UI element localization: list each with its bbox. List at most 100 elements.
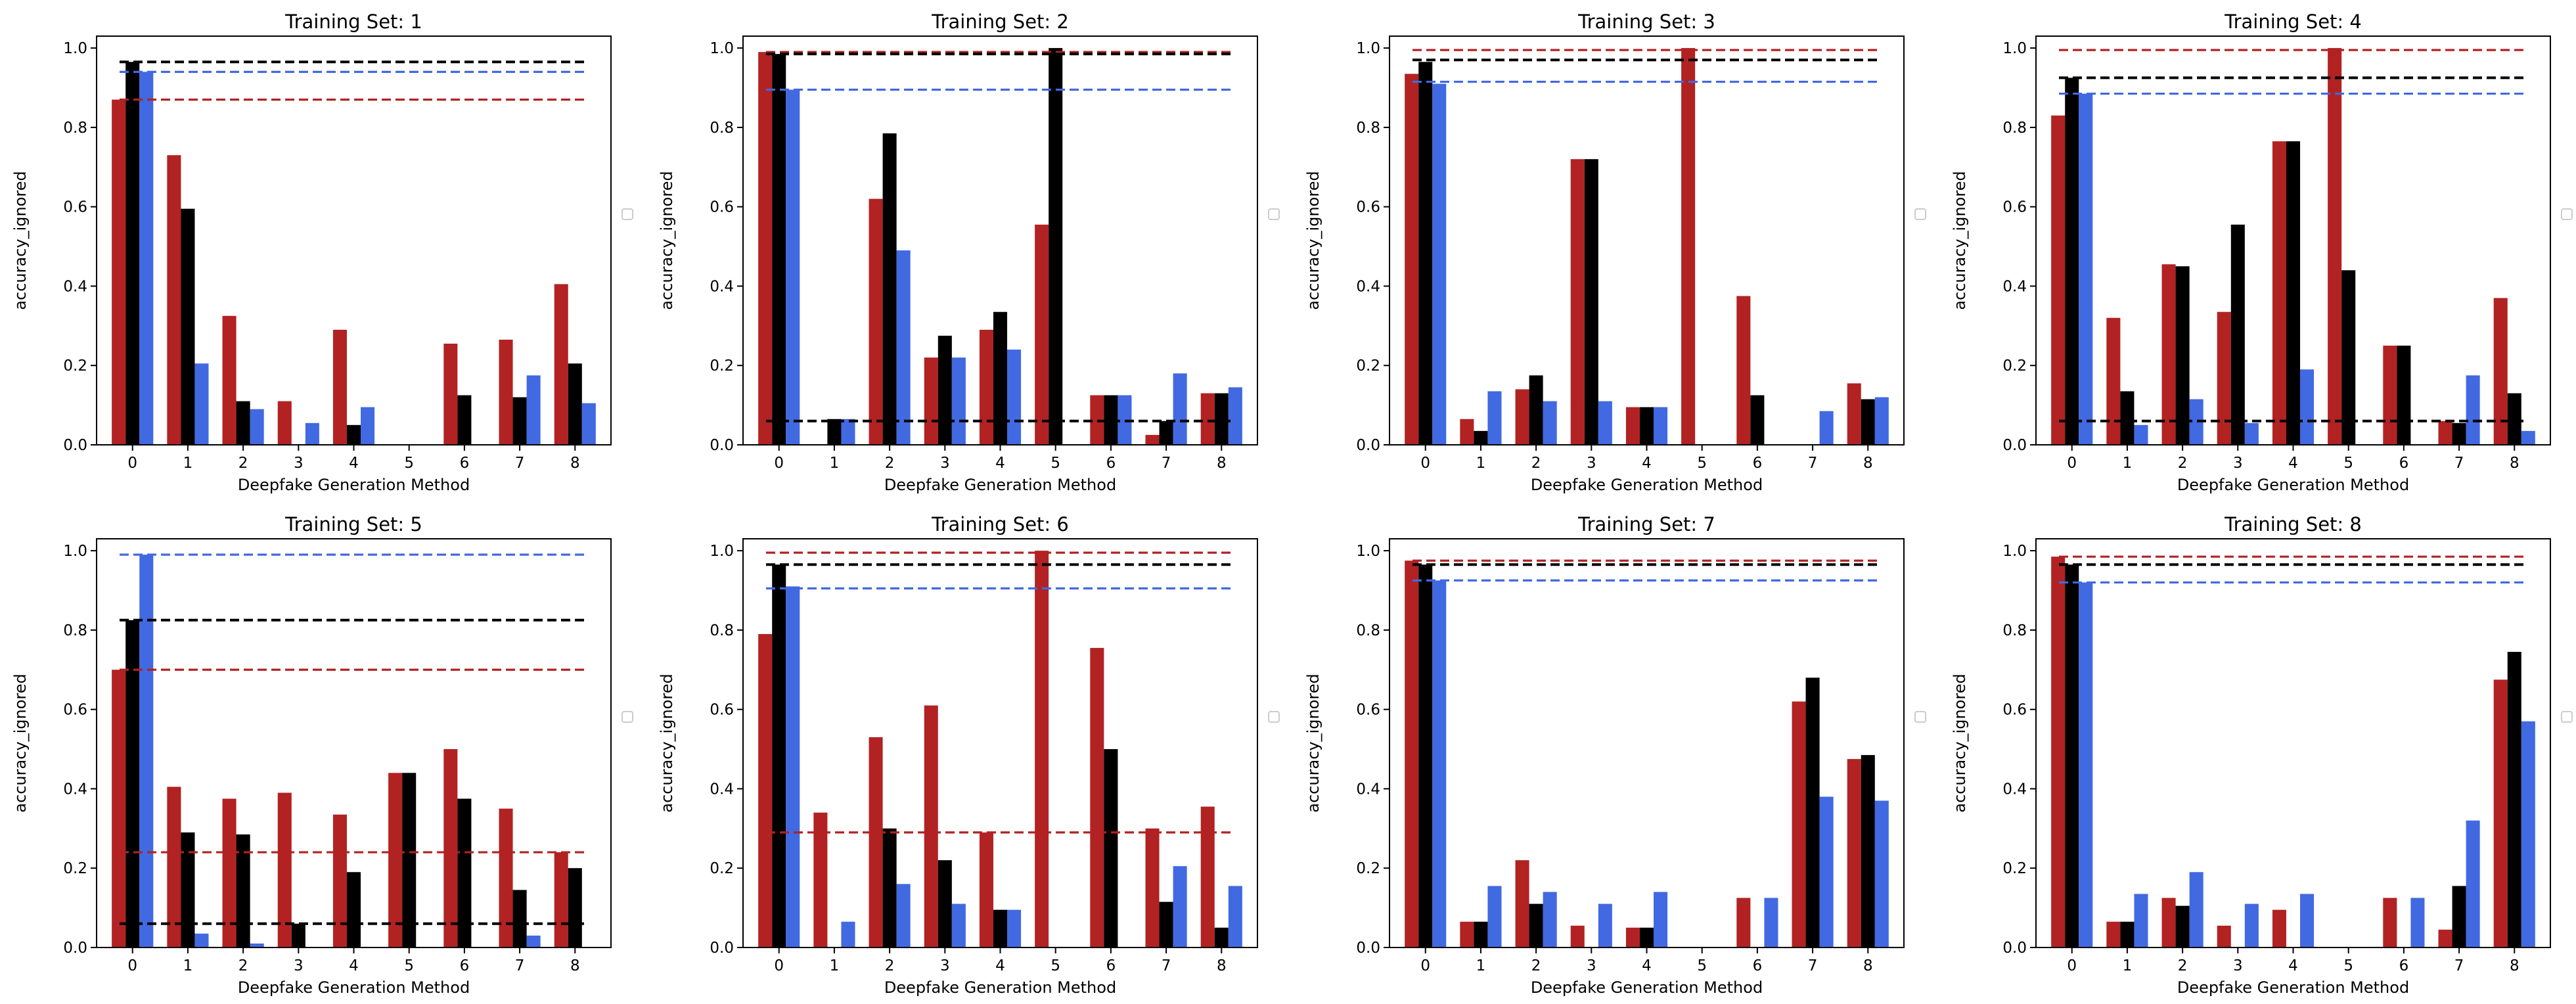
x-tick-label: 6 [2399,455,2409,472]
bar-black-0 [772,54,786,445]
y-tick-label: 0.4 [710,781,734,798]
chart-panel-8: 0.0 0.2 0.4 0.6 0.8 1.0 0 1 2 3 4 5 6 7 8 Training Set:… [1951,513,2573,997]
x-tick-label: 2 [1531,455,1541,472]
bar-black-8 [2507,652,2521,947]
x-tick-label: 2 [2178,455,2188,472]
bar-red-5 [2328,48,2342,445]
bar-red-8 [554,852,568,947]
y-tick-label: 0.6 [710,702,734,719]
chart-title: Training Set: 8 [2224,513,2362,536]
y-tick-label: 0.2 [2002,860,2027,877]
chart-panel-6: 0.0 0.2 0.4 0.6 0.8 1.0 0 1 2 3 4 5 6 7 8 Training Set:… [658,513,1280,997]
y-tick-label: 0.2 [63,357,87,375]
bar-red-4 [2272,909,2286,947]
bar-blue-6 [1118,395,1132,445]
y-axis-label: accuracy_ignored [1304,673,1322,812]
x-tick-label: 3 [294,957,304,974]
y-tick-label: 0.8 [2002,622,2027,639]
y-tick-label: 0.0 [63,940,87,957]
bar-black-8 [568,363,582,445]
bar-red-2 [869,198,883,445]
bar-blue-3 [2244,903,2259,947]
x-axis-label: Deepfake Generation Method [238,476,470,494]
y-tick-label: 0.8 [710,120,734,137]
bar-black-6 [1104,395,1118,445]
x-tick-label: 2 [238,957,248,974]
bar-red-2 [1515,389,1529,445]
y-tick-label: 0.6 [2002,702,2027,719]
bar-blue-8 [2521,430,2535,445]
bar-red-7 [1145,434,1160,445]
x-tick-label: 1 [830,455,840,472]
bar-blue-7 [1173,866,1187,947]
bar-blue-6 [2410,898,2425,947]
bar-black-3 [1584,159,1598,445]
bar-red-1 [2106,921,2121,947]
bar-red-6 [1090,648,1104,947]
bar-black-7 [2452,422,2466,445]
bar-red-3 [1570,159,1585,445]
bar-red-4 [332,814,347,947]
bar-red-8 [2493,298,2508,445]
bar-red-8 [554,284,568,445]
y-tick-label: 0.0 [1356,940,1380,957]
bar-blue-0 [139,555,154,947]
bar-blue-2 [250,943,264,947]
y-tick-label: 0.4 [63,781,87,798]
bar-black-0 [125,620,140,947]
bar-red-6 [1736,296,1751,445]
x-tick-label: 0 [774,957,784,974]
bar-black-3 [938,860,952,947]
bar-red-3 [2217,925,2231,947]
x-tick-label: 3 [940,957,950,974]
bar-blue-8 [1874,800,1889,947]
x-tick-label: 1 [1476,455,1486,472]
bar-black-8 [1214,393,1229,445]
x-tick-label: 2 [238,455,248,472]
bar-red-7 [2438,421,2452,445]
chart-title: Training Set: 1 [284,11,422,33]
bar-blue-1 [841,419,855,445]
bar-blue-2 [250,409,264,445]
bar-blue-2 [896,884,911,947]
bar-black-3 [291,923,305,947]
x-tick-label: 6 [1753,957,1763,974]
x-tick-label: 3 [2233,455,2243,472]
bar-blue-0 [1432,83,1447,445]
bar-red-6 [2383,898,2397,947]
bar-blue-4 [1654,407,1668,445]
bar-red-6 [443,749,458,947]
bar-black-7 [512,397,527,445]
bar-red-5 [1035,551,1049,947]
bar-red-4 [1625,927,1640,947]
legend-box [1914,711,1926,723]
bar-red-5 [1681,48,1696,445]
y-axis-label: accuracy_ignored [1951,171,1969,309]
bar-black-2 [882,828,897,947]
x-tick-label: 5 [404,957,414,974]
x-tick-label: 2 [2178,957,2188,974]
y-tick-label: 0.2 [2002,357,2027,375]
bar-blue-1 [194,933,209,947]
bar-red-2 [222,798,237,947]
bar-blue-0 [2079,582,2093,947]
bar-black-7 [1805,677,1820,947]
bar-blue-7 [1173,373,1187,445]
x-tick-label: 0 [127,957,137,974]
chart-title: Training Set: 5 [284,513,422,536]
bar-black-6 [1750,395,1765,445]
x-tick-label: 6 [2399,957,2409,974]
bar-black-0 [1418,564,1433,947]
bar-black-4 [1639,407,1654,445]
bar-red-7 [1145,828,1160,947]
legend-box [2561,208,2573,220]
bar-black-3 [938,335,952,445]
axes-frame [1389,35,1905,445]
bar-blue-3 [1598,903,1612,947]
bar-black-8 [1861,399,1875,445]
bar-red-4 [1625,407,1640,445]
y-axis-label: accuracy_ignored [1951,673,1969,812]
bar-red-6 [443,344,458,445]
chart-title: Training Set: 2 [931,11,1069,33]
bar-black-8 [1861,755,1875,947]
